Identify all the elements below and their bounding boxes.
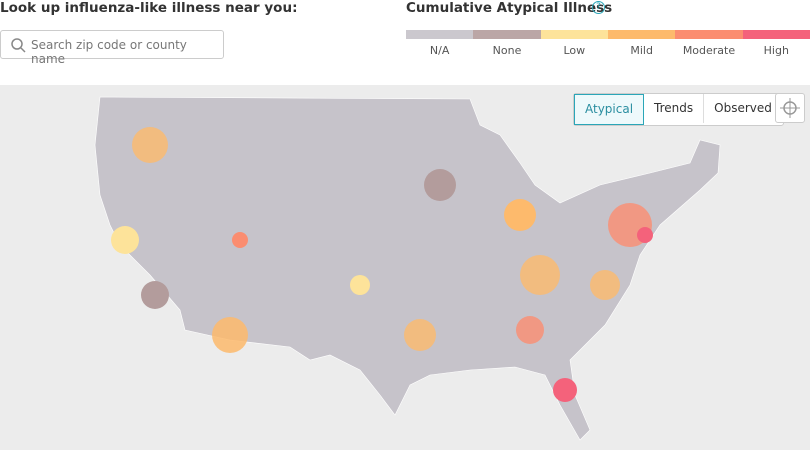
legend-item: None	[473, 30, 541, 60]
legend-item: N/A	[406, 30, 474, 60]
view-tab[interactable]: Observed	[704, 94, 783, 123]
legend-item: Low	[540, 30, 608, 60]
header-title: Look up influenza-like illness near you:	[0, 0, 298, 16]
legend-label: N/A	[429, 44, 450, 57]
legend-swatch	[675, 30, 743, 39]
legend-label: Moderate	[682, 44, 736, 57]
view-tabs: Atypical Trends Observed	[573, 93, 784, 126]
legend-swatch	[742, 30, 810, 39]
search-icon	[11, 38, 26, 53]
legend-label: Mild	[630, 44, 653, 57]
legend-item: Moderate	[675, 30, 743, 60]
region-patches	[111, 127, 653, 402]
legend-label: High	[763, 44, 789, 57]
search-placeholder: Search zip code or county name	[31, 38, 187, 66]
legend-swatch	[607, 30, 676, 39]
legend-label: None	[492, 44, 522, 57]
us-map	[94, 96, 721, 441]
locate-icon	[780, 98, 800, 118]
help-icon[interactable]: ?	[592, 1, 605, 14]
view-tab[interactable]: Atypical	[574, 94, 645, 125]
legend-swatch	[473, 30, 541, 39]
view-tab[interactable]: Trends	[644, 94, 705, 123]
legend-item: High	[742, 30, 810, 60]
map[interactable]	[0, 85, 810, 450]
legend-item: Mild	[607, 30, 676, 60]
legend-label: Low	[563, 44, 586, 57]
legend-swatch	[406, 30, 474, 39]
search-box[interactable]: Search zip code or county name	[0, 30, 224, 66]
legend-title: Cumulative Atypical Illness	[406, 0, 613, 16]
legend: N/A None Low Mild Moderate High	[406, 30, 810, 60]
legend-swatch	[540, 30, 608, 39]
locate-button[interactable]	[775, 93, 805, 123]
